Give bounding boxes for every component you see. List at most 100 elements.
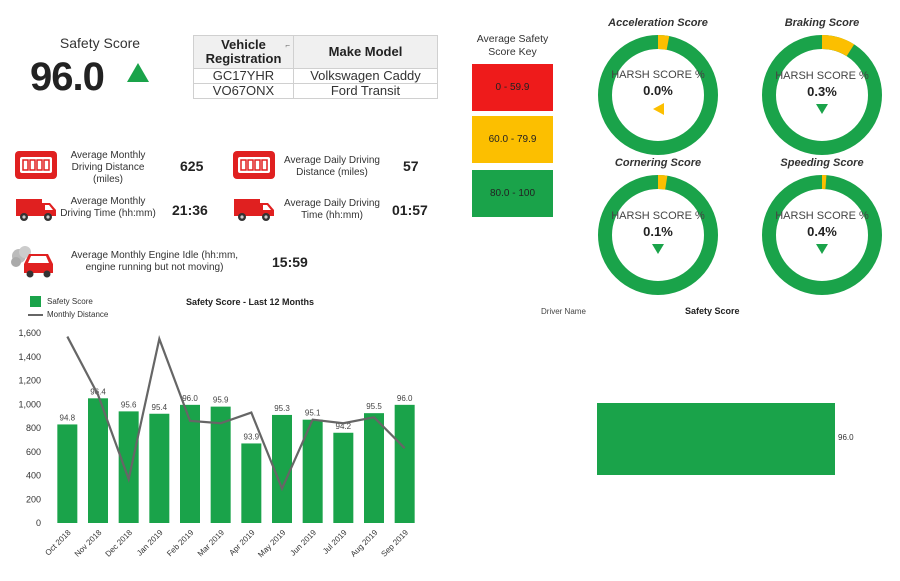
y-tick-label: 600 xyxy=(26,447,41,457)
table-cell: VO67ONX xyxy=(193,83,294,99)
up-triangle-icon xyxy=(127,63,149,82)
column-header-make-model[interactable]: Make Model xyxy=(293,35,438,69)
y-tick-label: 800 xyxy=(26,423,41,433)
harsh-score-value: 0.1% xyxy=(643,224,673,239)
avg-monthly-time-value: 21:36 xyxy=(172,202,208,218)
braking-score-title: Braking Score xyxy=(784,17,860,29)
bar-value-label: 95.9 xyxy=(213,396,229,405)
chart-bar xyxy=(118,411,139,523)
driver-safety-score-label: 96.0 xyxy=(838,433,854,442)
driver-name-header[interactable]: Driver Name xyxy=(541,307,586,316)
legend-safety-score-label: Safety Score xyxy=(47,297,93,306)
table-row[interactable]: GC17YHR Volkswagen Caddy xyxy=(193,68,438,84)
van-icon xyxy=(16,199,56,221)
x-tick-label: Aug 2019 xyxy=(349,528,380,559)
bar-value-label: 95.4 xyxy=(152,403,168,412)
monthly-distance-line xyxy=(66,335,406,492)
left-triangle-icon xyxy=(652,103,664,115)
safety-score-header[interactable]: Safety Score xyxy=(685,306,740,316)
chart-bar xyxy=(394,404,415,523)
key-band-amber: 60.0 - 79.9 xyxy=(472,116,553,163)
chart-bar xyxy=(149,413,170,523)
x-tick-label: Mar 2019 xyxy=(196,528,227,559)
gauge-ring xyxy=(598,35,718,155)
y-tick-label: 1,400 xyxy=(18,352,41,362)
down-triangle-icon xyxy=(816,104,828,114)
legend-monthly-distance-label: Monthly Distance xyxy=(47,310,109,319)
table-cell: GC17YHR xyxy=(193,68,294,84)
harsh-score-value: 0.3% xyxy=(807,84,837,99)
legend-safety-score-swatch xyxy=(30,296,41,307)
x-tick-label: Nov 2018 xyxy=(73,528,104,559)
idling-car-icon xyxy=(11,246,53,278)
y-tick-label: 1,000 xyxy=(18,399,41,409)
sort-icon[interactable]: ⌐ xyxy=(285,41,290,50)
y-tick-label: 1,200 xyxy=(18,376,41,386)
bar-value-label: 93.9 xyxy=(244,432,260,441)
bar-value-label: 94.2 xyxy=(336,422,352,431)
avg-daily-time-value: 01:57 xyxy=(392,202,428,218)
cornering-gauge[interactable]: HARSH SCORE % 0.1% xyxy=(596,173,720,297)
chart-bar xyxy=(180,404,200,523)
chart-bar xyxy=(88,398,108,523)
speeding-gauge[interactable]: HARSH SCORE % 0.4% xyxy=(760,173,884,297)
avg-monthly-idle-value: 15:59 xyxy=(272,254,308,270)
safety-score-chart: 0 200 400 600 800 1,000 1,200 1,400 1,600 94.8 Oct… xyxy=(18,328,415,560)
registration-header-label: Vehicle Registration xyxy=(205,37,282,66)
van-icon xyxy=(234,199,274,221)
gauge-ring xyxy=(762,35,882,155)
braking-gauge[interactable]: HARSH SCORE % 0.3% xyxy=(760,33,884,157)
cornering-score-title: Cornering Score xyxy=(614,157,702,169)
acceleration-gauge[interactable]: HARSH SCORE % 0.0% xyxy=(596,33,720,157)
column-header-registration[interactable]: Vehicle Registration ⌐ xyxy=(193,35,294,69)
x-tick-label: Jul 2019 xyxy=(321,528,349,556)
harsh-score-label: HARSH SCORE % xyxy=(775,210,869,222)
bar-value-label: 95.1 xyxy=(305,409,321,418)
x-tick-label: Dec 2018 xyxy=(103,528,134,559)
odometer-icon xyxy=(233,151,275,179)
chart-bar xyxy=(333,432,354,523)
harsh-score-label: HARSH SCORE % xyxy=(611,210,705,222)
x-tick-label: Jan 2019 xyxy=(135,528,165,558)
bar-value-label: 95.5 xyxy=(366,402,382,411)
y-tick-label: 200 xyxy=(26,494,41,504)
bar-value-label: 96.0 xyxy=(182,394,198,403)
harsh-score-value: 0.4% xyxy=(807,224,837,239)
avg-monthly-distance-value: 625 xyxy=(180,158,204,174)
chart-bar xyxy=(241,443,262,523)
bar-value-label: 94.8 xyxy=(60,413,76,422)
x-tick-label: Apr 2019 xyxy=(227,528,257,558)
chart-bar xyxy=(302,419,323,523)
key-band-green: 80.0 - 100 xyxy=(472,170,553,217)
bar-value-label: 96.4 xyxy=(90,387,106,396)
acceleration-score-title: Acceleration Score xyxy=(608,17,708,29)
bar-value-label: 96.0 xyxy=(397,394,413,403)
chart-bar xyxy=(57,424,78,523)
chart-bar xyxy=(272,414,292,523)
harsh-score-label: HARSH SCORE % xyxy=(775,70,869,82)
down-triangle-icon xyxy=(652,244,664,254)
x-tick-label: May 2019 xyxy=(256,528,288,560)
table-row[interactable]: VO67ONX Ford Transit xyxy=(193,83,438,99)
driver-safety-score-bar[interactable] xyxy=(597,403,835,475)
avg-daily-distance-value: 57 xyxy=(403,158,419,174)
speeding-score-title: Speeding Score xyxy=(780,157,864,169)
bar-value-label: 95.3 xyxy=(274,404,290,413)
safety-score-value: 96.0 xyxy=(30,55,105,99)
key-band-red: 0 - 59.9 xyxy=(472,64,553,111)
gauge-ring xyxy=(762,175,882,295)
odometer-icon xyxy=(15,151,57,179)
x-tick-label: Sep 2019 xyxy=(379,528,410,559)
avg-monthly-idle-label: Average Monthly Engine Idle (hh:mm, engi… xyxy=(70,250,239,273)
chart-title: Safety Score - Last 12 Months xyxy=(185,297,315,307)
avg-daily-distance-label: Average Daily Driving Distance (miles) xyxy=(284,155,380,178)
gauge-ring xyxy=(598,175,718,295)
score-key-title: Average Safety Score Key xyxy=(476,33,549,58)
chart-bar xyxy=(210,406,231,523)
y-tick-label: 1,600 xyxy=(18,328,41,338)
legend-monthly-distance-swatch xyxy=(28,314,43,316)
harsh-score-label: HARSH SCORE % xyxy=(611,69,705,81)
y-tick-label: 400 xyxy=(26,471,41,481)
chart-bar xyxy=(364,413,384,523)
avg-monthly-time-label: Average Monthly Driving Time (hh:mm) xyxy=(60,196,156,219)
